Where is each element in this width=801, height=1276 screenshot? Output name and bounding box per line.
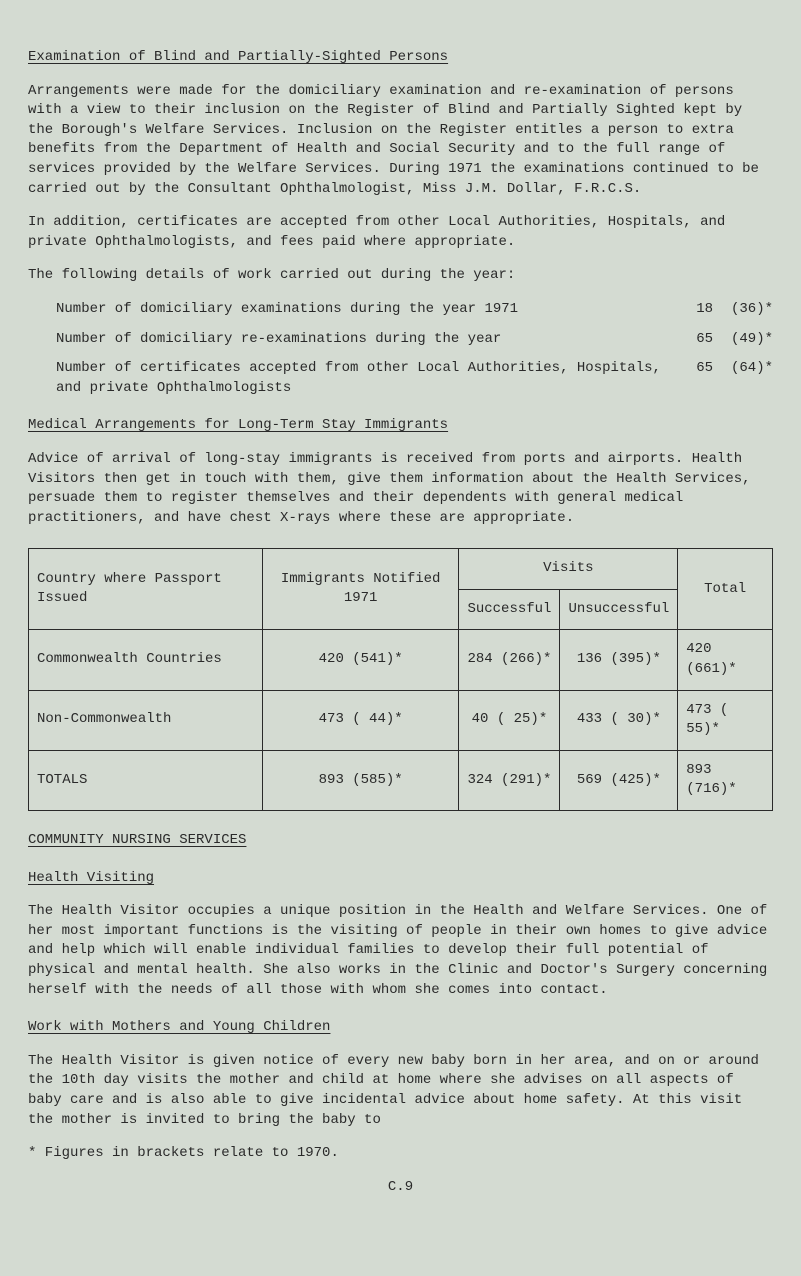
stats-val2: (36)* — [713, 300, 773, 320]
stats-label: Number of domiciliary re-examinations du… — [56, 330, 673, 350]
td-immigrants: 893 (585)* — [262, 750, 459, 810]
stats-label: Number of domiciliary examinations durin… — [56, 300, 673, 320]
td-immigrants: 420 (541)* — [262, 630, 459, 690]
th-country: Country where Passport Issued — [29, 549, 263, 630]
stats-row: Number of certificates accepted from oth… — [56, 359, 773, 398]
th-unsuccessful: Unsuccessful — [560, 589, 678, 630]
stats-val2: (49)* — [713, 330, 773, 350]
stats-row: Number of domiciliary re-examinations du… — [56, 330, 773, 350]
td-successful: 324 (291)* — [459, 750, 560, 810]
stats-row: Number of domiciliary examinations durin… — [56, 300, 773, 320]
th-immigrants: Immigrants Notified 1971 — [262, 549, 459, 630]
page-number: C.9 — [28, 1178, 773, 1198]
section2-title: Medical Arrangements for Long-Term Stay … — [28, 416, 773, 436]
td-total: 420 (661)* — [678, 630, 773, 690]
section4-title: Health Visiting — [28, 869, 773, 889]
td-unsuccessful: 136 (395)* — [560, 630, 678, 690]
td-total: 473 ( 55)* — [678, 690, 773, 750]
td-country: TOTALS — [29, 750, 263, 810]
td-immigrants: 473 ( 44)* — [262, 690, 459, 750]
stats-val2: (64)* — [713, 359, 773, 398]
td-country: Non-Commonwealth — [29, 690, 263, 750]
section5-para1: The Health Visitor is given notice of ev… — [28, 1052, 773, 1130]
section2-title-text: Medical Arrangements for Long-Term Stay … — [28, 417, 448, 433]
section1-para1: Arrangements were made for the domicilia… — [28, 82, 773, 200]
table-header-row1: Country where Passport Issued Immigrants… — [29, 549, 773, 590]
section4-para1: The Health Visitor occupies a unique pos… — [28, 902, 773, 1000]
td-successful: 40 ( 25)* — [459, 690, 560, 750]
th-visits: Visits — [459, 549, 678, 590]
td-unsuccessful: 433 ( 30)* — [560, 690, 678, 750]
section5-title: Work with Mothers and Young Children — [28, 1018, 773, 1038]
section2-para1: Advice of arrival of long-stay immigrant… — [28, 450, 773, 528]
stats-val1: 18 — [673, 300, 713, 320]
section5-title-text: Work with Mothers and Young Children — [28, 1019, 330, 1035]
td-country: Commonwealth Countries — [29, 630, 263, 690]
section1-para3: The following details of work carried ou… — [28, 266, 773, 286]
td-unsuccessful: 569 (425)* — [560, 750, 678, 810]
stats-label: Number of certificates accepted from oth… — [56, 359, 673, 398]
td-successful: 284 (266)* — [459, 630, 560, 690]
stats-val1: 65 — [673, 330, 713, 350]
table-row: TOTALS 893 (585)* 324 (291)* 569 (425)* … — [29, 750, 773, 810]
section3-title-text: COMMUNITY NURSING SERVICES — [28, 832, 246, 848]
th-total: Total — [678, 549, 773, 630]
footnote: * Figures in brackets relate to 1970. — [28, 1144, 773, 1164]
td-total: 893 (716)* — [678, 750, 773, 810]
th-successful: Successful — [459, 589, 560, 630]
section3-title: COMMUNITY NURSING SERVICES — [28, 831, 773, 851]
table-row: Commonwealth Countries 420 (541)* 284 (2… — [29, 630, 773, 690]
section1-title: Examination of Blind and Partially-Sight… — [28, 48, 773, 68]
section4-title-text: Health Visiting — [28, 870, 154, 886]
section1-para2: In addition, certificates are accepted f… — [28, 213, 773, 252]
table-row: Non-Commonwealth 473 ( 44)* 40 ( 25)* 43… — [29, 690, 773, 750]
immigrants-table: Country where Passport Issued Immigrants… — [28, 548, 773, 811]
stats-list: Number of domiciliary examinations durin… — [28, 300, 773, 398]
section1-title-text: Examination of Blind and Partially-Sight… — [28, 49, 448, 65]
stats-val1: 65 — [673, 359, 713, 398]
